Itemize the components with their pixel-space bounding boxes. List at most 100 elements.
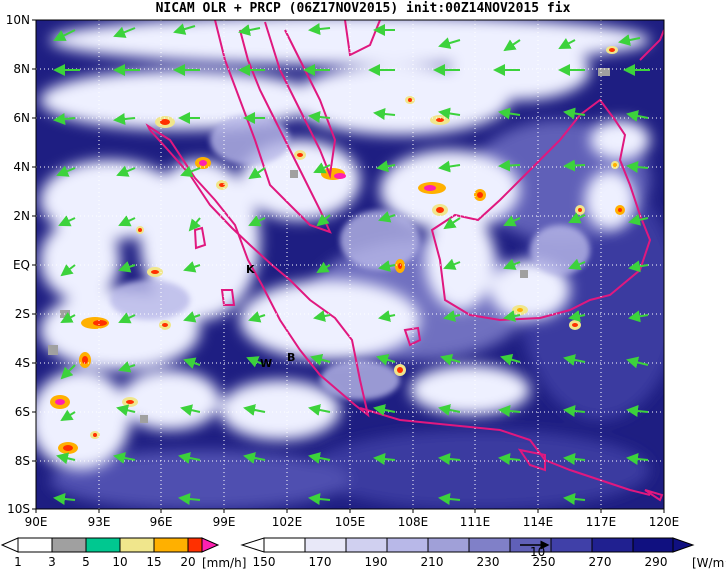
- place-marker-b: B: [287, 351, 295, 364]
- precip-cell: [216, 180, 228, 190]
- lon-label: 102E: [272, 515, 303, 529]
- olr-tick-label: 290: [645, 555, 668, 569]
- precip-cell: [611, 161, 619, 169]
- place-marker-k: K: [246, 263, 255, 276]
- olr-tick-label: 170: [309, 555, 332, 569]
- precip-cell: [512, 305, 528, 315]
- olr-colorbar: 10 150 170 190 210 230 250 270 290 [W/m^…: [240, 537, 726, 570]
- precip-cell: [575, 205, 585, 215]
- small-island: [220, 289, 236, 306]
- olr-tick-label: 210: [421, 555, 444, 569]
- olr-bar-segment: [263, 537, 306, 553]
- prcp-tick-label: 15: [146, 555, 161, 569]
- precip-cell: [50, 395, 70, 409]
- bangka-coast: [403, 326, 422, 347]
- precip-cells: [50, 46, 625, 454]
- prcp-tick-label: 5: [82, 555, 90, 569]
- precip-cell: [81, 317, 109, 329]
- lon-label: 114E: [523, 515, 554, 529]
- prcp-bar-left-arrow: [0, 537, 19, 553]
- java-coast: [359, 407, 651, 496]
- precip-cell: [79, 352, 91, 368]
- olr-tick-label: 270: [589, 555, 612, 569]
- tick-marks: [32, 19, 665, 513]
- olr-bar-segment: [304, 537, 347, 553]
- sulawesi-coast: [639, 29, 664, 61]
- lon-label: 99E: [213, 515, 236, 529]
- lat-label: 10N: [6, 13, 30, 27]
- precip-cell: [159, 320, 171, 330]
- olr-tick-label: 250: [533, 555, 556, 569]
- lon-labels: 90E 93E 96E 99E 102E 105E 108E 111E 114E…: [25, 515, 680, 529]
- lat-label: 8S: [15, 454, 30, 468]
- lat-label: 10S: [7, 502, 30, 516]
- lat-labels: 10N 8N 6N 4N 2N EQ 2S 4S 6S 8S 10S: [6, 13, 30, 516]
- lon-label: 96E: [150, 515, 173, 529]
- olr-bar-segment: [632, 537, 674, 553]
- borneo-coast: [430, 98, 652, 322]
- place-marker-w: W: [260, 357, 272, 370]
- precip-cell: [195, 157, 211, 169]
- precip-cell: [294, 150, 306, 160]
- olr-bar-segment: [550, 537, 593, 553]
- precip-cell: [615, 205, 625, 215]
- precip-cell: [405, 96, 415, 104]
- prcp-bar-segment: [119, 537, 155, 553]
- prcp-unit-label: [mm/h]: [202, 556, 246, 570]
- lat-label: 4N: [13, 160, 30, 174]
- precip-cell: [136, 226, 144, 234]
- prcp-tick-label: 3: [48, 555, 56, 569]
- lon-label: 90E: [25, 515, 48, 529]
- olr-bar-right-arrow: [672, 537, 695, 553]
- small-island: [644, 489, 664, 502]
- olr-bar-segment: [591, 537, 634, 553]
- olr-tick-label: 190: [365, 555, 388, 569]
- sumatra-coast: [145, 123, 370, 418]
- precip-cell: [394, 364, 406, 376]
- lat-label: 6S: [15, 405, 30, 419]
- prcp-bar-segment: [187, 537, 203, 553]
- prcp-bar-segment: [85, 537, 121, 553]
- olr-unit-label: [W/m^2]: [692, 556, 726, 570]
- lon-label: 111E: [460, 515, 491, 529]
- precip-cell: [418, 182, 446, 194]
- precip-cell: [430, 115, 450, 125]
- olr-bar-segment: [345, 537, 388, 553]
- prcp-tick-label: 10: [112, 555, 127, 569]
- prcp-colorbar: 1 3 5 10 15 20 [mm/h]: [0, 537, 246, 570]
- lon-label: 105E: [335, 515, 366, 529]
- prcp-bar-segment: [51, 537, 87, 553]
- lat-label: 2S: [15, 307, 30, 321]
- prcp-tick-label: 20: [180, 555, 195, 569]
- precip-cell: [147, 267, 163, 277]
- precip-cell: [569, 320, 581, 330]
- precip-cell: [395, 259, 405, 273]
- precip-cell: [122, 397, 138, 407]
- wind-vectors: [53, 23, 650, 505]
- lat-label: 2N: [13, 209, 30, 223]
- precip-cell: [432, 204, 448, 216]
- lat-label: 4S: [15, 356, 30, 370]
- olr-tick-label: 150: [253, 555, 276, 569]
- lon-label: 120E: [649, 515, 680, 529]
- olr-bar-left-arrow: [240, 537, 265, 553]
- graticule: [36, 20, 664, 509]
- java-sea-inlet: [517, 448, 546, 472]
- olr-bar-segment: [427, 537, 470, 553]
- lat-label: 6N: [13, 111, 30, 125]
- prcp-bar-segment: [17, 537, 53, 553]
- precip-cell: [58, 442, 78, 454]
- prcp-bar-right-arrow: [201, 537, 220, 553]
- lon-label: 93E: [88, 515, 111, 529]
- prcp-bar-segment: [153, 537, 189, 553]
- precip-cell: [606, 46, 618, 54]
- chart-title: NICAM OLR + PRCP (06Z17NOV2015) init:00Z…: [155, 1, 571, 16]
- lat-label: 8N: [13, 62, 30, 76]
- prcp-tick-label: 1: [14, 555, 22, 569]
- olr-bar-segment: [386, 537, 429, 553]
- lon-label: 117E: [586, 515, 617, 529]
- precip-cell: [474, 189, 486, 201]
- olr-tick-label: 230: [477, 555, 500, 569]
- vector-reference-label: 10: [530, 545, 545, 559]
